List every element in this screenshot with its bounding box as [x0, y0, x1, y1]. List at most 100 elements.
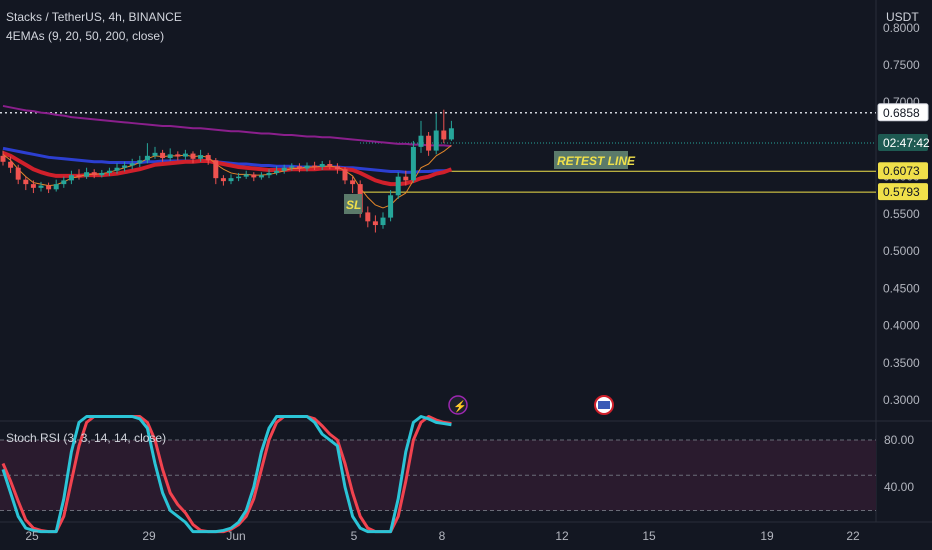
retest-label-box — [554, 151, 628, 169]
candle-body — [433, 130, 439, 151]
candle-body — [190, 153, 196, 159]
candle-body — [410, 146, 416, 181]
date-tick-label: 5 — [351, 529, 358, 543]
price-tick-label: 0.5000 — [883, 244, 920, 258]
candle-body — [61, 180, 67, 185]
sl-label-box — [344, 194, 362, 214]
candle-body — [266, 172, 272, 176]
retest-price-badge: 0.6073 — [883, 164, 920, 178]
candle-body — [243, 174, 249, 177]
candle-body — [418, 135, 424, 147]
sl-price-badge-bg — [878, 183, 928, 201]
price-tick-label: 0.4500 — [883, 281, 920, 295]
candle-body — [68, 175, 74, 181]
candle-body — [30, 184, 36, 188]
candle-body — [342, 169, 348, 181]
retest-label: RETEST LINE — [557, 154, 636, 168]
price-tick-label: 0.5500 — [883, 207, 920, 221]
candle-body — [228, 178, 234, 182]
candle-body — [198, 155, 204, 159]
candle-body — [403, 176, 409, 181]
candle-body — [0, 155, 6, 162]
sl-price-badge: 0.5793 — [883, 185, 920, 199]
candle-body — [350, 180, 356, 185]
candle-body — [327, 164, 333, 167]
date-tick-label: 12 — [555, 529, 569, 543]
candle-body — [84, 172, 90, 177]
stoch-k-line — [1, 415, 452, 534]
flag-icon — [598, 401, 610, 409]
price-tick-label: 0.3500 — [883, 356, 920, 370]
candle-body — [46, 185, 52, 190]
candle-body — [91, 172, 97, 176]
candle-body — [448, 128, 454, 140]
candle-body — [23, 179, 29, 185]
candle-body — [304, 165, 310, 169]
candle-body — [258, 175, 264, 178]
candle-body — [8, 161, 14, 168]
candle-body — [441, 130, 447, 140]
candle-body — [76, 175, 82, 177]
price-tick-label: 0.7500 — [883, 58, 920, 72]
candle-body — [175, 154, 181, 157]
candle-body — [289, 166, 295, 168]
date-tick-label: 25 — [25, 529, 39, 543]
candle-body — [213, 160, 219, 179]
candle-body — [312, 165, 318, 167]
ema-9-line — [2, 145, 452, 209]
candle-body — [99, 172, 105, 176]
price-tick-label: 0.4000 — [883, 319, 920, 333]
date-tick-label: 22 — [846, 529, 860, 543]
candle-body — [372, 221, 378, 226]
date-tick-label: Jun — [226, 529, 245, 543]
candle-body — [334, 166, 340, 170]
candle-body — [144, 155, 150, 161]
ema-200-line — [2, 104, 452, 148]
price-tick-label: 0.3000 — [883, 393, 920, 407]
candle-body — [137, 160, 143, 164]
candle-body — [106, 170, 112, 173]
candle-body — [426, 135, 432, 151]
candle-body — [365, 212, 371, 222]
event-lightning-icon — [448, 395, 468, 415]
candle-body — [38, 185, 44, 188]
date-tick-label: 29 — [142, 529, 156, 543]
ema-legend: 4EMAs (9, 20, 50, 200, close) — [6, 29, 165, 43]
date-tick-label: 19 — [760, 529, 774, 543]
candle-body — [296, 166, 302, 169]
candle-body — [395, 176, 401, 196]
sl-label: SL — [346, 198, 361, 212]
last-price-badge: 0.6858 — [883, 106, 920, 120]
candle-body — [167, 154, 173, 159]
candle-body — [220, 178, 226, 182]
candle-body — [205, 155, 211, 161]
countdown-badge-bg — [878, 134, 928, 151]
retest-price-badge-bg — [878, 162, 928, 180]
last-price-badge-bg — [877, 103, 929, 122]
currency-label: USDT — [886, 10, 919, 24]
candle-body — [114, 167, 120, 171]
candle-body — [152, 152, 158, 156]
candle-body — [281, 167, 287, 171]
candle-body — [129, 163, 135, 166]
countdown-badge: 02:47:42 — [883, 136, 930, 150]
candle-body — [251, 174, 257, 178]
candle-body — [182, 153, 188, 157]
symbol-legend: Stacks / TetherUS, 4h, BINANCE — [6, 10, 182, 24]
candle-body — [122, 165, 128, 168]
date-tick-label: 15 — [642, 529, 656, 543]
candle-body — [15, 167, 21, 180]
stoch-legend: Stoch RSI (3, 3, 14, 14, close) — [6, 431, 167, 445]
stoch-tick-label: 80.00 — [884, 433, 914, 447]
candle-body — [319, 164, 325, 167]
stoch-tick-label: 40.00 — [884, 480, 914, 494]
candle-body — [53, 184, 59, 190]
candle-body — [160, 152, 166, 159]
candle-body — [274, 170, 280, 173]
candle-body — [380, 217, 386, 226]
candle-body — [236, 176, 242, 179]
lightning-icon: ⚡ — [453, 400, 467, 413]
date-tick-label: 8 — [439, 529, 446, 543]
candle-body — [388, 195, 394, 218]
